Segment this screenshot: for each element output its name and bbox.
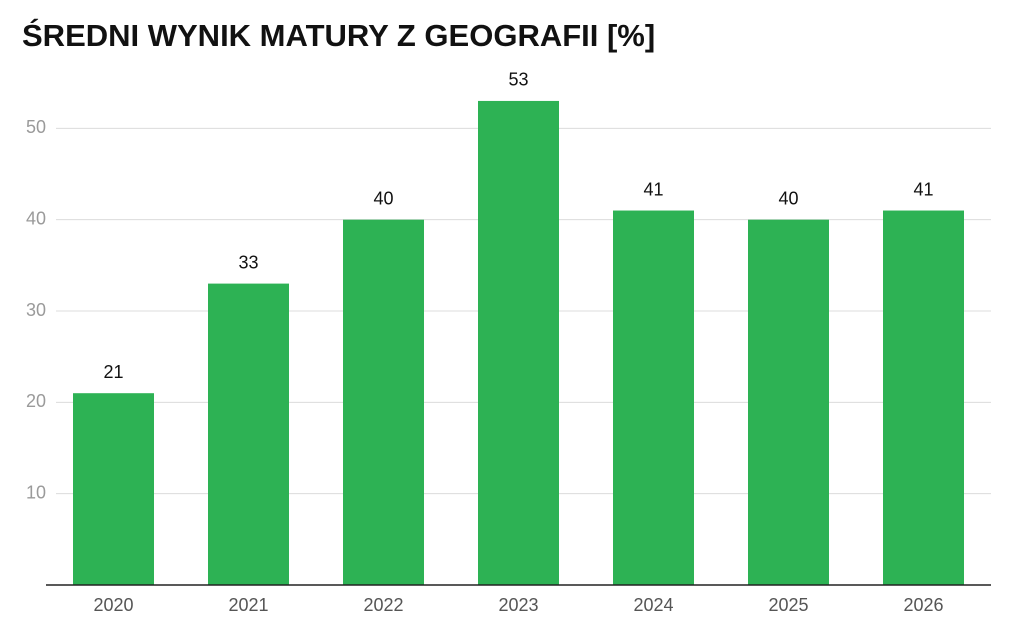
value-label: 33	[238, 252, 258, 272]
x-tick-label: 2024	[633, 595, 673, 615]
value-label: 40	[778, 188, 798, 208]
bar	[613, 210, 694, 586]
y-tick-label: 20	[26, 391, 46, 411]
y-tick-label: 40	[26, 208, 46, 228]
bar	[343, 219, 424, 585]
bar	[748, 219, 829, 585]
value-label: 41	[913, 179, 933, 199]
x-tick-label: 2025	[768, 595, 808, 615]
value-label: 53	[508, 70, 528, 90]
x-tick-label: 2026	[903, 595, 943, 615]
x-tick-label: 2022	[363, 595, 403, 615]
x-tick-label: 2021	[228, 595, 268, 615]
x-tick-label: 2023	[498, 595, 538, 615]
bar	[883, 210, 964, 586]
bar	[208, 283, 289, 585]
y-tick-label: 10	[26, 482, 46, 502]
bar	[478, 100, 559, 585]
bar	[73, 393, 154, 585]
chart-title: ŚREDNI WYNIK MATURY Z GEOGRAFII [%]	[22, 17, 655, 53]
value-label: 41	[643, 179, 663, 199]
value-label: 40	[373, 188, 393, 208]
y-tick-label: 50	[26, 117, 46, 137]
y-tick-label: 30	[26, 300, 46, 320]
x-tick-label: 2020	[93, 595, 133, 615]
value-label: 21	[103, 362, 123, 382]
